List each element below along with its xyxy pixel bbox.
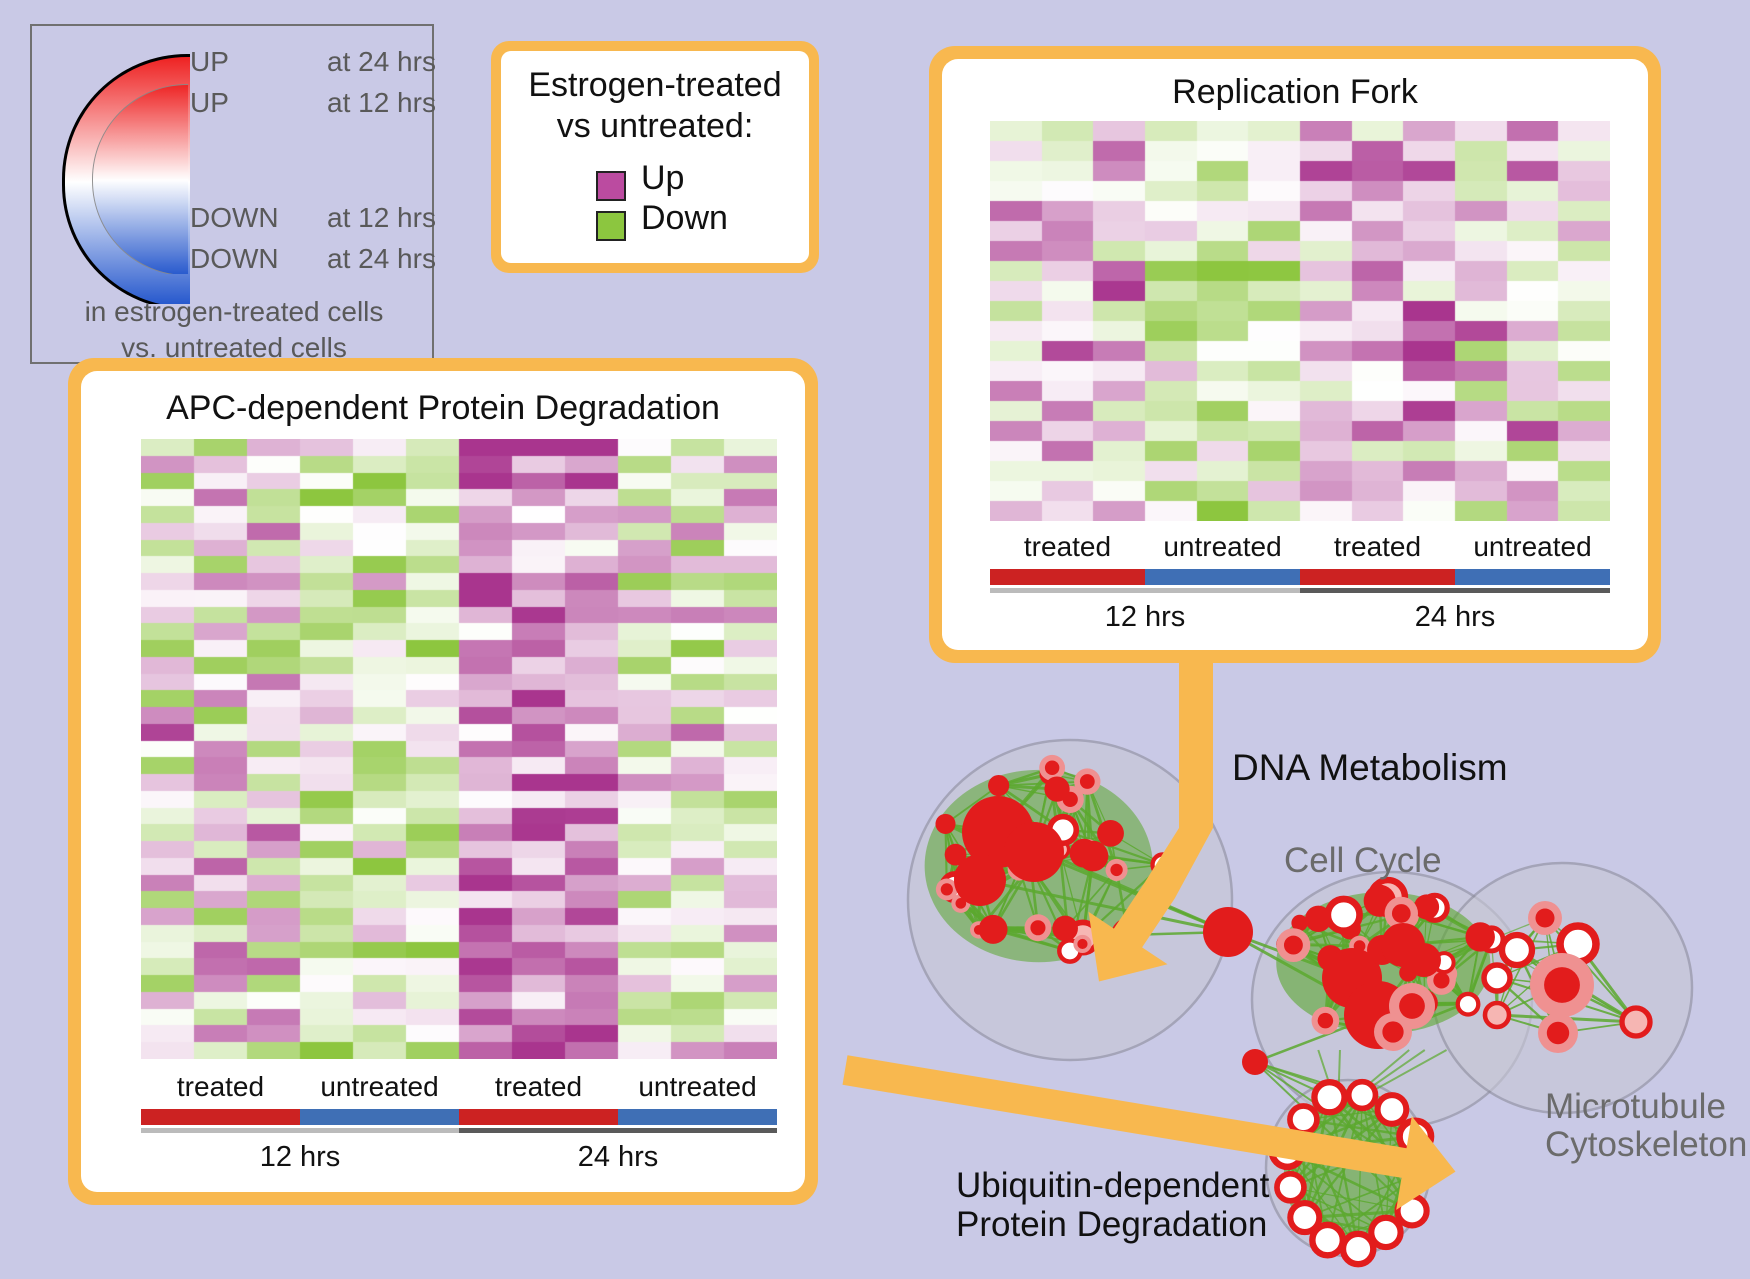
svg-text:Microtubule: Microtubule (1545, 1087, 1726, 1126)
svg-text:DNA Metabolism: DNA Metabolism (1232, 747, 1508, 788)
svg-text:Cell Cycle: Cell Cycle (1284, 841, 1442, 880)
svg-text:Protein Degradation: Protein Degradation (956, 1205, 1267, 1244)
svg-text:Cytoskeleton: Cytoskeleton (1545, 1125, 1747, 1164)
svg-text:Ubiquitin-dependent: Ubiquitin-dependent (956, 1166, 1270, 1205)
